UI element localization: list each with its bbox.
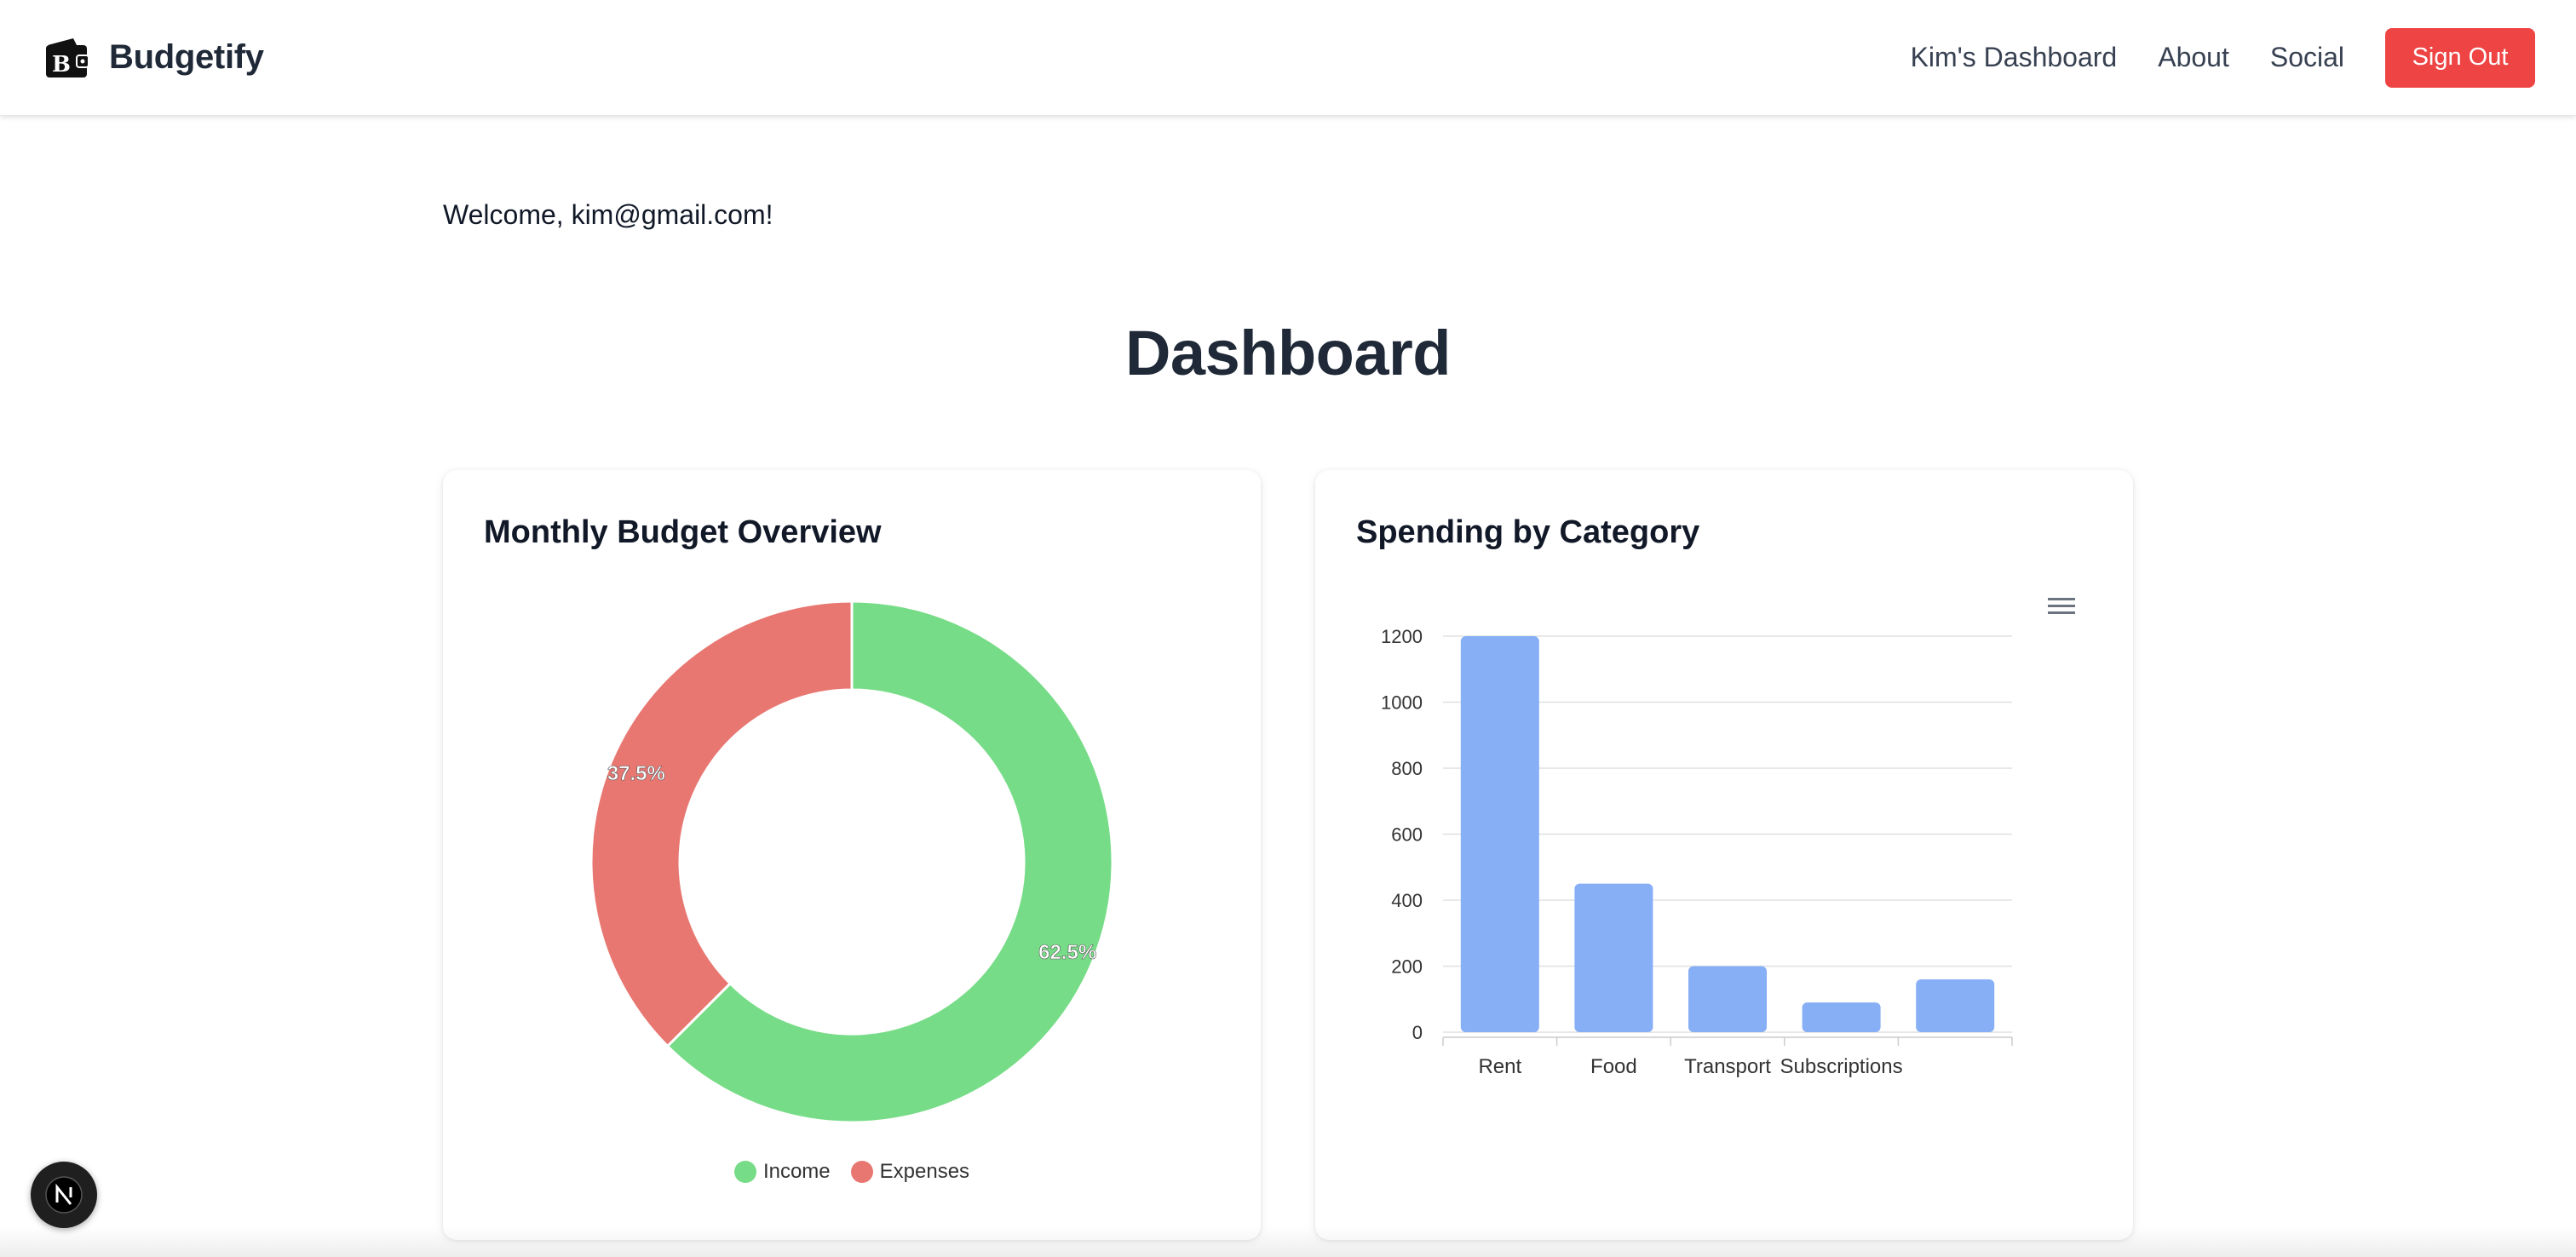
budget-legend: Income Expenses — [443, 1160, 1261, 1184]
hamburger-menu-icon[interactable] — [2046, 594, 2079, 620]
legend-item-expenses[interactable]: Expenses — [850, 1160, 970, 1184]
y-tick-label: 400 — [1391, 890, 1423, 911]
y-tick-label: 800 — [1391, 758, 1423, 779]
spending-card-title: Spending by Category — [1356, 514, 1700, 550]
x-tick-label: Transport — [1684, 1055, 1771, 1078]
spending-category-card: Spending by Category 0 200 400 600 800 1000 12… — [1315, 470, 2133, 1240]
y-tick-label: 600 — [1391, 824, 1423, 846]
bar[interactable] — [1688, 966, 1767, 1033]
nav-links: Kim's Dashboard About Social Sign Out — [1910, 27, 2535, 88]
legend-swatch-expenses — [850, 1161, 873, 1183]
wallet-icon: B — [44, 37, 90, 79]
donut-slice-expenses[interactable] — [589, 600, 854, 1048]
donut-slice-income[interactable] — [665, 600, 1114, 1124]
budget-donut-chart: 62.5% 37.5% — [589, 600, 1114, 1124]
nav-link-about[interactable]: About — [2158, 42, 2229, 72]
x-tick-label: Rent — [1478, 1055, 1521, 1078]
svg-text:B: B — [52, 52, 71, 77]
budget-overview-card: Monthly Budget Overview 62.5% 37.5% Incom… — [443, 470, 1261, 1240]
y-tick-label: 1200 — [1381, 626, 1423, 647]
x-tick-label: Subscriptions — [1780, 1055, 1903, 1078]
nav-link-social[interactable]: Social — [2269, 42, 2344, 72]
bar[interactable] — [1802, 1002, 1881, 1032]
nextjs-icon[interactable] — [31, 1162, 97, 1228]
donut-label-income: 62.5% — [1038, 941, 1096, 964]
sign-out-button[interactable]: Sign Out — [2385, 27, 2535, 88]
legend-label-income: Income — [762, 1160, 831, 1183]
y-tick-label: 200 — [1391, 956, 1423, 978]
brand-name: Budgetify — [109, 38, 264, 76]
page-title: Dashboard — [1124, 318, 1452, 388]
donut-label-expenses: 37.5% — [607, 762, 665, 785]
x-tick-label: Food — [1590, 1055, 1637, 1078]
nav-link-dashboard[interactable]: Kim's Dashboard — [1910, 42, 2118, 72]
spending-bar-chart: 0 200 400 600 800 1000 1200 Rent Food Transport Su… — [1381, 626, 2013, 1078]
legend-item-income[interactable]: Income — [733, 1160, 831, 1184]
y-tick-label: 1000 — [1381, 692, 1423, 714]
legend-swatch-income — [733, 1161, 756, 1183]
legend-label-expenses: Expenses — [879, 1160, 970, 1183]
navbar: B Budgetify Kim's Dashboard About Social… — [0, 0, 2576, 116]
brand[interactable]: B Budgetify — [44, 37, 264, 79]
budget-card-title: Monthly Budget Overview — [484, 514, 882, 550]
bar[interactable] — [1574, 883, 1653, 1032]
bar[interactable] — [1460, 636, 1539, 1032]
welcome-message: Welcome, kim@gmail.com! — [443, 199, 773, 230]
y-tick-label: 0 — [1412, 1022, 1423, 1043]
bottom-fade — [0, 1226, 2576, 1257]
bar[interactable] — [1916, 979, 1995, 1032]
